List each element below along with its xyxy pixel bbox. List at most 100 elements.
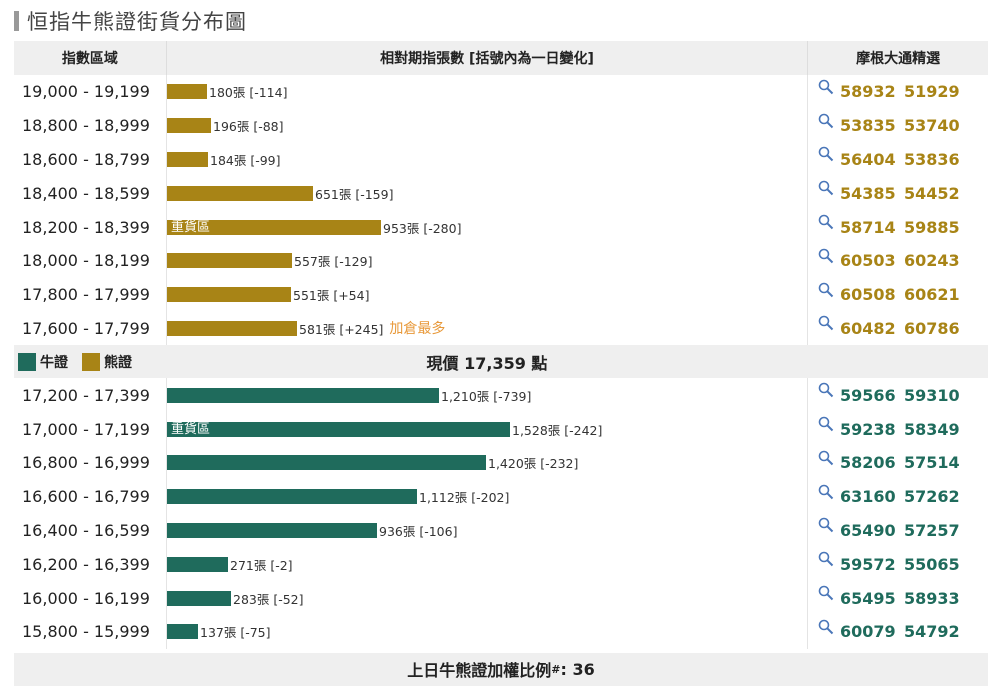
bull-bar [167,522,377,538]
warrant-code-link[interactable]: 58349 [904,419,960,439]
search-icon[interactable] [818,517,834,533]
warrant-code-link[interactable]: 59310 [904,385,960,405]
warrant-code-link[interactable]: 60079 [840,622,896,642]
picks-cell: 63160 57262 [807,479,987,514]
bull-bar: 重貨區 [167,421,510,437]
warrant-code-link[interactable]: 54452 [904,183,960,203]
warrant-code-link[interactable]: 59572 [840,554,896,574]
search-icon[interactable] [818,214,834,230]
most-added-label: 加倉最多 [389,321,446,338]
table-row: 16,200 - 16,399 271張 [-2] 59572 55065 [14,547,988,582]
count-label: 184張 [-99] [210,152,281,168]
search-icon[interactable] [818,79,834,95]
search-icon[interactable] [818,180,834,196]
bar-cell: 651張 [-159] [166,176,807,211]
search-icon[interactable] [818,551,834,567]
picks-cell: 53835 53740 [807,108,987,143]
warrant-code-link[interactable]: 56404 [840,149,896,169]
warrant-code-link[interactable]: 60243 [904,251,960,271]
table-row: 17,200 - 17,399 1,210張 [-739] 59566 59310 [14,378,988,413]
search-icon[interactable] [818,416,834,432]
table-row: 18,400 - 18,599 651張 [-159] 54385 54452 [14,176,988,211]
search-icon[interactable] [818,315,834,331]
warrant-code-link[interactable]: 59885 [904,217,960,237]
footer-label: 上日牛熊證加權比例 [407,661,552,681]
bar-cell: 184張 [-99] [166,142,807,177]
distribution-table: 指數區域 相對期指張數 [括號內為一日變化] 摩根大通精選 19,000 - 1… [14,41,988,686]
warrant-code-link[interactable]: 60482 [840,318,896,338]
picks-cell: 56404 53836 [807,142,987,177]
search-icon[interactable] [818,146,834,162]
search-icon[interactable] [818,282,834,298]
count-label: 1,112張 [-202] [419,490,510,506]
bear-bar [167,287,291,303]
bear-bar [167,151,208,167]
bull-bar [167,556,228,572]
page-title-area: 恒指牛熊證街貨分布圖 [14,6,247,36]
warrant-code-link[interactable]: 55065 [904,554,960,574]
bar-cell: 1,420張 [-232] [166,445,807,480]
warrant-code-link[interactable]: 57514 [904,453,960,473]
warrant-code-link[interactable]: 51929 [904,82,960,102]
bear-bar [167,118,211,134]
count-label: 1,210張 [-739] [441,388,532,404]
picks-cell: 60508 60621 [807,277,987,312]
range-label: 18,600 - 18,799 [22,149,150,169]
title-accent-bar [14,11,19,31]
count-label: 581張 [+245] [299,321,384,337]
search-icon[interactable] [818,382,834,398]
warrant-code-link[interactable]: 65495 [840,588,896,608]
warrant-code-link[interactable]: 53836 [904,149,960,169]
warrant-code-link[interactable]: 58714 [840,217,896,237]
warrant-code-link[interactable]: 58933 [904,588,960,608]
range-label: 18,800 - 18,999 [22,116,150,136]
warrant-code-link[interactable]: 59566 [840,385,896,405]
bar-cell: 557張 [-129] [166,243,807,278]
warrant-code-link[interactable]: 58206 [840,453,896,473]
search-icon[interactable] [818,484,834,500]
header-range: 指數區域 [61,51,118,67]
heavy-zone-label: 重貨區 [171,421,211,437]
warrant-code-link[interactable]: 54385 [840,183,896,203]
warrant-code-link[interactable]: 58932 [840,82,896,102]
picks-cell: 58206 57514 [807,445,987,480]
count-label: 953張 [-280] [383,220,462,236]
warrant-code-link[interactable]: 60503 [840,251,896,271]
range-label: 16,600 - 16,799 [22,487,150,507]
warrant-code-link[interactable]: 60621 [904,285,960,305]
bear-section: 19,000 - 19,199 180張 [-114] 58932 51929 18,8… [14,75,988,346]
search-icon[interactable] [818,450,834,466]
bar-cell: 重貨區 1,528張 [-242] [166,412,807,446]
warrant-code-link[interactable]: 54792 [904,622,960,642]
warrant-code-link[interactable]: 53740 [904,116,960,136]
count-label: 936張 [-106] [379,523,458,539]
count-label: 1,420張 [-232] [488,456,579,472]
search-icon[interactable] [818,619,834,635]
count-label: 180張 [-114] [209,85,288,101]
search-icon[interactable] [818,248,834,264]
bear-bar [167,320,297,336]
table-row: 15,800 - 15,999 137張 [-75] 60079 54792 [14,614,988,649]
warrant-code-link[interactable]: 57257 [904,520,960,540]
table-row: 17,000 - 17,199 重貨區 1,528張 [-242] 59238 5834… [14,412,988,446]
warrant-code-link[interactable]: 53835 [840,116,896,136]
picks-cell: 58932 51929 [807,75,987,109]
table-row: 16,800 - 16,999 1,420張 [-232] 58206 57514 [14,445,988,480]
range-label: 16,400 - 16,599 [22,520,150,540]
picks-cell: 65495 58933 [807,581,987,615]
warrant-code-link[interactable]: 59238 [840,419,896,439]
footer-value: : 36 [560,659,595,679]
search-icon[interactable] [818,113,834,129]
range-label: 16,800 - 16,999 [22,453,150,473]
warrant-code-link[interactable]: 60508 [840,285,896,305]
bull-bar [167,455,486,471]
warrant-code-link[interactable]: 63160 [840,487,896,507]
warrant-code-link[interactable]: 57262 [904,487,960,507]
range-label: 17,200 - 17,399 [22,385,150,405]
warrant-code-link[interactable]: 60786 [904,318,960,338]
warrant-code-link[interactable]: 65490 [840,520,896,540]
range-label: 17,600 - 17,799 [22,318,150,338]
search-icon[interactable] [818,585,834,601]
bear-swatch [82,352,100,371]
range-label: 18,000 - 18,199 [22,251,150,271]
